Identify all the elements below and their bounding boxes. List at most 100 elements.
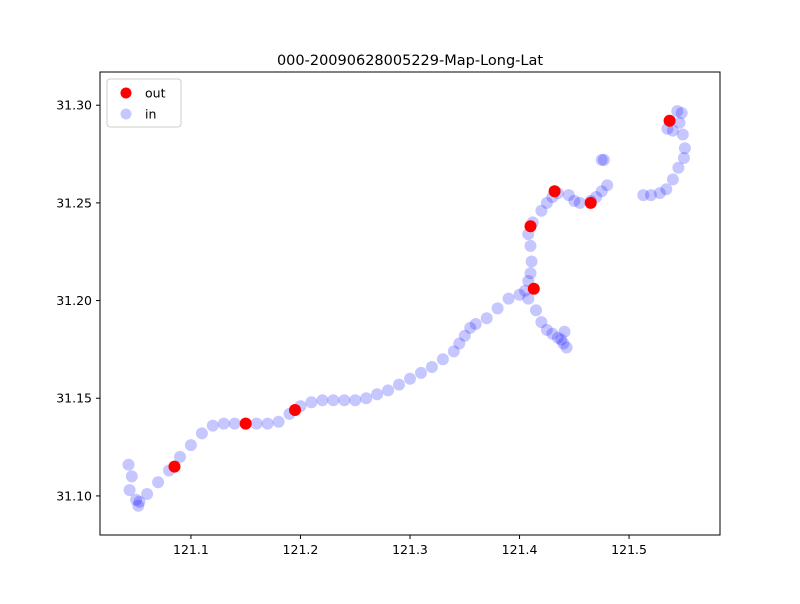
- data-point-in: [123, 484, 136, 497]
- data-point-in: [672, 161, 685, 174]
- y-tick-label: 31.25: [56, 195, 92, 210]
- data-point-in: [522, 292, 535, 305]
- data-point-in: [184, 439, 197, 452]
- data-point-in: [125, 470, 138, 483]
- data-point-in: [327, 394, 340, 407]
- data-point-in: [174, 450, 186, 463]
- data-point-in: [678, 142, 691, 155]
- data-point-in: [338, 394, 351, 407]
- data-point-in: [675, 107, 688, 119]
- data-point-in: [595, 185, 608, 198]
- x-tick-label: 121.5: [611, 542, 647, 557]
- data-point-in: [393, 378, 405, 391]
- x-tick-label: 121.4: [502, 542, 538, 557]
- data-point-in: [540, 196, 553, 209]
- data-point-out: [168, 460, 181, 473]
- data-point-out: [663, 114, 676, 127]
- data-point-in: [660, 183, 673, 196]
- data-point-in: [415, 366, 427, 379]
- data-point-in: [469, 318, 482, 330]
- data-point-in: [195, 427, 208, 440]
- data-point-in: [206, 419, 219, 432]
- data-point-in: [447, 345, 460, 358]
- data-point-in: [560, 341, 573, 354]
- data-point-in: [535, 316, 548, 329]
- data-point-in: [597, 153, 610, 166]
- data-point-in: [130, 493, 143, 506]
- data-point-in: [677, 152, 690, 164]
- data-point-in: [524, 239, 537, 252]
- x-tick-label: 121.3: [392, 542, 428, 557]
- series-out: [168, 114, 676, 473]
- data-point-in: [666, 124, 679, 137]
- data-point-in: [152, 476, 165, 489]
- data-point-out: [548, 185, 561, 198]
- data-point-in: [250, 417, 263, 430]
- data-point-in: [436, 353, 449, 366]
- data-point-out: [239, 417, 252, 430]
- y-tick-label: 31.15: [56, 391, 92, 406]
- legend: out in: [106, 78, 182, 128]
- legend-marker-in: [120, 108, 132, 120]
- data-point-in: [535, 204, 548, 217]
- data-point-in: [676, 128, 689, 141]
- data-point-in: [491, 302, 504, 315]
- data-point-in: [558, 325, 571, 338]
- data-point-in: [637, 189, 650, 202]
- data-point-in: [349, 394, 362, 407]
- data-point-in: [141, 488, 154, 500]
- legend-label-in: in: [145, 107, 156, 122]
- data-point-in: [425, 361, 438, 373]
- data-point-in: [132, 499, 145, 512]
- data-point-out: [524, 220, 537, 233]
- data-point-in: [551, 331, 564, 344]
- data-point-in: [464, 321, 477, 334]
- y-tick-label: 31.20: [56, 293, 92, 308]
- data-point-out: [527, 282, 540, 295]
- data-point-in: [228, 417, 241, 430]
- chart-title: 000-20090628005229-Map-Long-Lat: [277, 53, 543, 69]
- data-point-in: [568, 194, 581, 207]
- x-tick-label: 121.2: [283, 542, 319, 557]
- data-point-in: [480, 312, 493, 325]
- data-point-in: [525, 255, 538, 268]
- legend-marker-out: [120, 87, 132, 99]
- data-point-in: [513, 288, 526, 301]
- data-point-in: [673, 116, 686, 129]
- x-tick-label: 121.1: [173, 542, 209, 557]
- data-point-in: [458, 329, 471, 342]
- data-point-in: [524, 267, 537, 280]
- data-point-out: [584, 196, 597, 209]
- data-point-in: [562, 189, 575, 202]
- data-point-in: [453, 337, 466, 350]
- data-point-out: [289, 404, 301, 416]
- data-point-in: [555, 333, 568, 346]
- legend-box: [106, 78, 182, 128]
- data-point-in: [595, 153, 608, 166]
- data-point-in: [540, 323, 553, 336]
- data-point-in: [546, 327, 559, 340]
- data-point-in: [382, 384, 395, 397]
- y-tick-label: 31.10: [56, 488, 92, 503]
- data-point-in: [272, 415, 285, 428]
- y-tick-label: 31.30: [56, 98, 92, 113]
- data-point-in: [217, 417, 230, 430]
- data-point-in: [653, 187, 666, 200]
- data-point-in: [261, 417, 274, 430]
- data-point-in: [305, 396, 318, 409]
- data-point-in: [360, 392, 373, 405]
- data-point-in: [530, 304, 542, 317]
- data-point-in: [122, 458, 135, 471]
- data-point-in: [557, 337, 570, 350]
- series-in: [122, 105, 691, 512]
- data-point-in: [666, 173, 679, 186]
- data-point-in: [573, 196, 586, 209]
- data-point-in: [133, 495, 146, 508]
- data-point-in: [502, 292, 515, 305]
- data-point-in: [645, 189, 657, 202]
- data-point-in: [371, 388, 384, 401]
- data-point-in: [671, 105, 684, 118]
- plot-frame: [99, 71, 721, 536]
